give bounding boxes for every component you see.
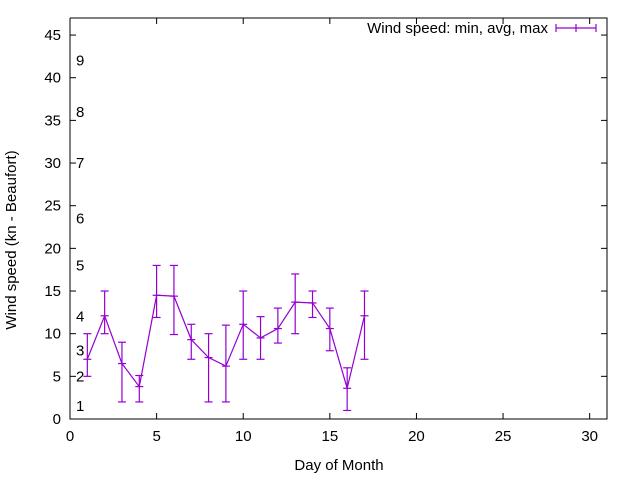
y-tick-label: 45 (44, 27, 61, 44)
y-tick-label: 20 (44, 240, 61, 257)
beaufort-label: 9 (76, 53, 84, 70)
beaufort-label: 1 (76, 398, 84, 415)
beaufort-label: 5 (76, 257, 84, 274)
y-tick-label: 5 (53, 368, 61, 385)
y-tick-label: 40 (44, 70, 61, 87)
x-axis-ticks: 0 5 10 15 20 25 30 (66, 18, 598, 445)
y-tick-label: 0 (53, 411, 61, 428)
x-tick-label: 15 (321, 428, 338, 445)
beaufort-scale-labels: 1 2 3 4 5 6 7 8 9 (76, 53, 84, 416)
legend-label: Wind speed: min, avg, max (367, 20, 548, 37)
avg-markers (83, 294, 369, 389)
y-tick-label: 30 (44, 155, 61, 172)
beaufort-label: 2 (76, 368, 84, 385)
beaufort-label: 4 (76, 309, 84, 326)
x-tick-label: 5 (152, 428, 160, 445)
x-tick-label: 10 (235, 428, 252, 445)
chart-legend: Wind speed: min, avg, max (367, 20, 597, 37)
beaufort-label: 6 (76, 211, 84, 228)
x-tick-label: 30 (581, 428, 598, 445)
y-tick-label: 25 (44, 198, 61, 215)
x-tick-label: 25 (495, 428, 512, 445)
x-axis-title: Day of Month (294, 457, 383, 474)
y-axis-title: Wind speed (kn - Beaufort) (3, 150, 20, 329)
beaufort-label: 7 (76, 155, 84, 172)
y-tick-label: 35 (44, 112, 61, 129)
beaufort-label: 3 (76, 343, 84, 360)
error-bars (83, 264, 369, 412)
y-tick-label: 10 (44, 326, 61, 343)
x-tick-label: 20 (408, 428, 425, 445)
x-tick-label: 0 (66, 428, 74, 445)
y-tick-label: 15 (44, 283, 61, 300)
beaufort-label: 8 (76, 104, 84, 121)
legend-key-sample (555, 24, 597, 32)
